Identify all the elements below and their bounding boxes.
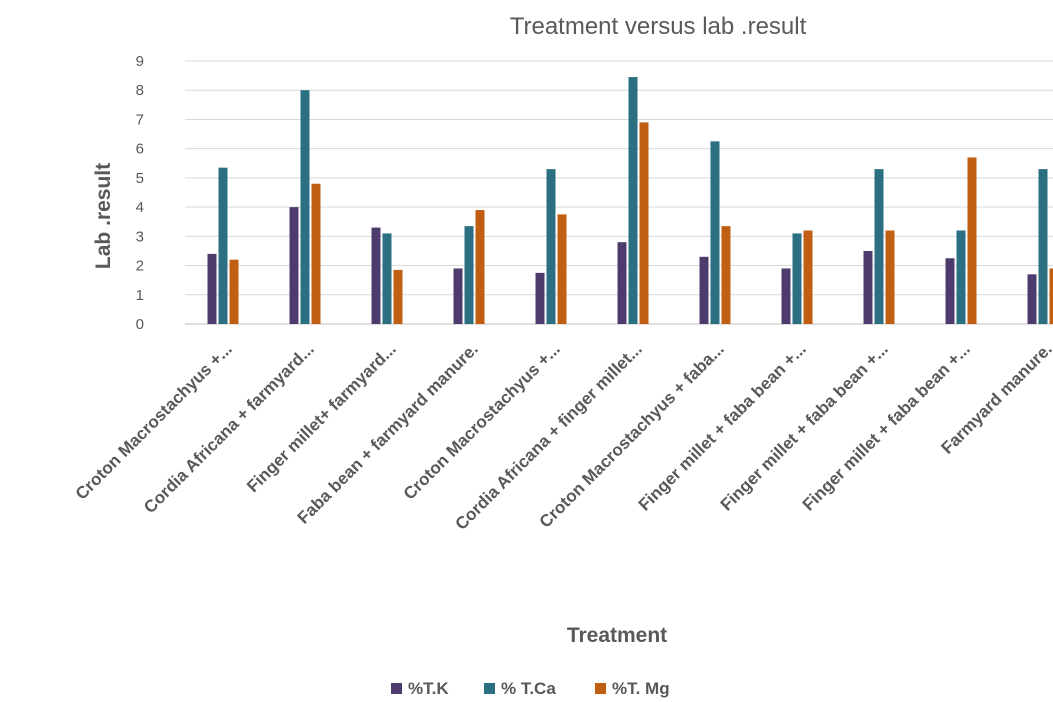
bar: [218, 167, 228, 324]
bar: [885, 230, 895, 324]
bar: [945, 258, 955, 324]
x-category-label: Faba bean + farmyard manure.: [294, 339, 482, 527]
x-category-label: Croton Macrostachyus +...: [72, 339, 236, 503]
bar: [229, 259, 239, 324]
x-axis-title: Treatment: [567, 624, 667, 647]
bar: [289, 207, 299, 324]
bar: [546, 169, 556, 324]
legend-swatch: [391, 683, 402, 694]
bar: [311, 183, 321, 324]
y-tick-label: 7: [136, 111, 144, 128]
bar: [300, 90, 310, 324]
y-tick-label: 4: [136, 199, 144, 216]
bar: [710, 141, 720, 324]
y-tick-label: 8: [136, 82, 144, 99]
legend-swatch: [595, 683, 606, 694]
bar: [863, 250, 873, 324]
bar: [781, 268, 791, 324]
bar: [464, 226, 474, 324]
bar: [1049, 268, 1053, 324]
x-axis-categories: Croton Macrostachyus +...Cordia Africana…: [72, 339, 1053, 533]
bar: [699, 256, 709, 324]
chart-title: Treatment versus lab .result: [510, 13, 807, 40]
y-tick-label: 0: [136, 316, 144, 333]
bar: [382, 233, 392, 324]
legend: %T.K % T.Ca %T. Mg: [391, 679, 670, 698]
y-tick-label: 9: [136, 53, 144, 70]
bar: [956, 230, 966, 324]
y-tick-label: 5: [136, 170, 144, 187]
legend-label: %T.K: [408, 679, 449, 698]
x-category-label: Croton Macrostachyus +...: [400, 339, 564, 503]
bar: [1027, 274, 1037, 324]
bar: [207, 253, 217, 324]
bar: [628, 77, 638, 324]
bars: [207, 77, 1053, 324]
bar: [557, 214, 567, 324]
bar: [803, 230, 813, 324]
bar: [792, 233, 802, 324]
bar: [874, 169, 884, 324]
gridlines: [185, 60, 1053, 325]
y-tick-label: 1: [136, 287, 144, 304]
bar: [475, 210, 485, 324]
y-axis-title: Lab .result: [92, 163, 115, 269]
y-axis-ticks: 0 1 2 3 4 5 6 7 8 9: [136, 53, 144, 333]
bar: [453, 268, 463, 324]
bar: [371, 227, 381, 324]
x-category-label: Finger millet + faba bean +...: [717, 339, 892, 514]
x-category-label: Finger millet+ farmyard...: [243, 339, 400, 496]
x-category-label: Cordia Africana + farmyard...: [140, 339, 318, 517]
bar: [967, 157, 977, 324]
bar: [639, 122, 649, 324]
y-tick-label: 2: [136, 258, 144, 275]
legend-swatch: [484, 683, 495, 694]
bar: [535, 272, 545, 324]
bar: [617, 242, 627, 324]
x-category-label: Finger millet + faba bean +...: [799, 339, 974, 514]
bar: [1038, 169, 1048, 324]
bar: [721, 226, 731, 324]
y-tick-label: 3: [136, 228, 144, 245]
legend-label: %T. Mg: [612, 679, 670, 698]
y-tick-label: 6: [136, 141, 144, 158]
bar: [393, 269, 403, 324]
legend-label: % T.Ca: [501, 679, 556, 698]
x-category-label: Finger millet + faba bean +...: [635, 339, 810, 514]
